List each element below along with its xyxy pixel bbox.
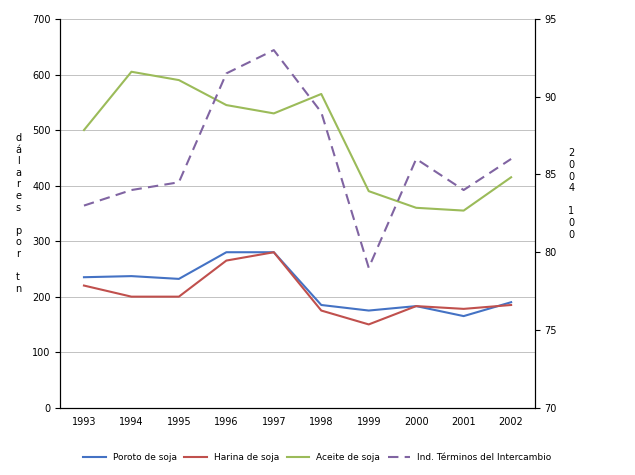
Poroto de soja [460,313,467,319]
Poroto de soja [365,308,373,314]
Legend: Poroto de soja, Harina de soja, Aceite de soja, Ind. Términos del Intercambio: Poroto de soja, Harina de soja, Aceite d… [80,449,555,466]
Ind. Términos del Intercambio [80,203,88,209]
Poroto de soja [270,249,277,255]
Harina de soja [412,303,420,309]
Ind. Términos del Intercambio [270,47,277,53]
Ind. Términos del Intercambio [412,156,420,162]
Aceite de soja [507,174,515,180]
Poroto de soja [128,273,135,279]
Aceite de soja [365,188,373,194]
Harina de soja [175,294,183,300]
Aceite de soja [222,102,230,108]
Harina de soja [460,306,467,312]
Poroto de soja [175,276,183,282]
Y-axis label: d
á
l
a
r
e
s
 
p
o
r
 
t
n: d á l a r e s p o r t n [15,133,21,294]
Aceite de soja [318,91,325,97]
Harina de soja [507,302,515,308]
Ind. Términos del Intercambio [365,265,373,271]
Ind. Términos del Intercambio [507,156,515,162]
Harina de soja [128,294,135,300]
Ind. Términos del Intercambio [175,180,183,185]
Aceite de soja [175,77,183,83]
Aceite de soja [412,205,420,210]
Harina de soja [80,283,88,288]
Harina de soja [365,322,373,327]
Poroto de soja [412,303,420,309]
Harina de soja [222,258,230,264]
Aceite de soja [80,127,88,133]
Poroto de soja [80,275,88,280]
Poroto de soja [222,249,230,255]
Line: Harina de soja: Harina de soja [84,252,511,324]
Poroto de soja [507,299,515,305]
Ind. Términos del Intercambio [222,71,230,76]
Ind. Términos del Intercambio [460,187,467,193]
Aceite de soja [128,69,135,75]
Harina de soja [318,308,325,314]
Line: Ind. Términos del Intercambio: Ind. Términos del Intercambio [84,50,511,268]
Ind. Términos del Intercambio [318,109,325,115]
Aceite de soja [460,208,467,213]
Text: 2
0
0
4

1
0
0: 2 0 0 4 1 0 0 [568,148,574,239]
Harina de soja [270,249,277,255]
Line: Aceite de soja: Aceite de soja [84,72,511,210]
Line: Poroto de soja: Poroto de soja [84,252,511,316]
Poroto de soja [318,302,325,308]
Ind. Términos del Intercambio [128,187,135,193]
Aceite de soja [270,111,277,116]
